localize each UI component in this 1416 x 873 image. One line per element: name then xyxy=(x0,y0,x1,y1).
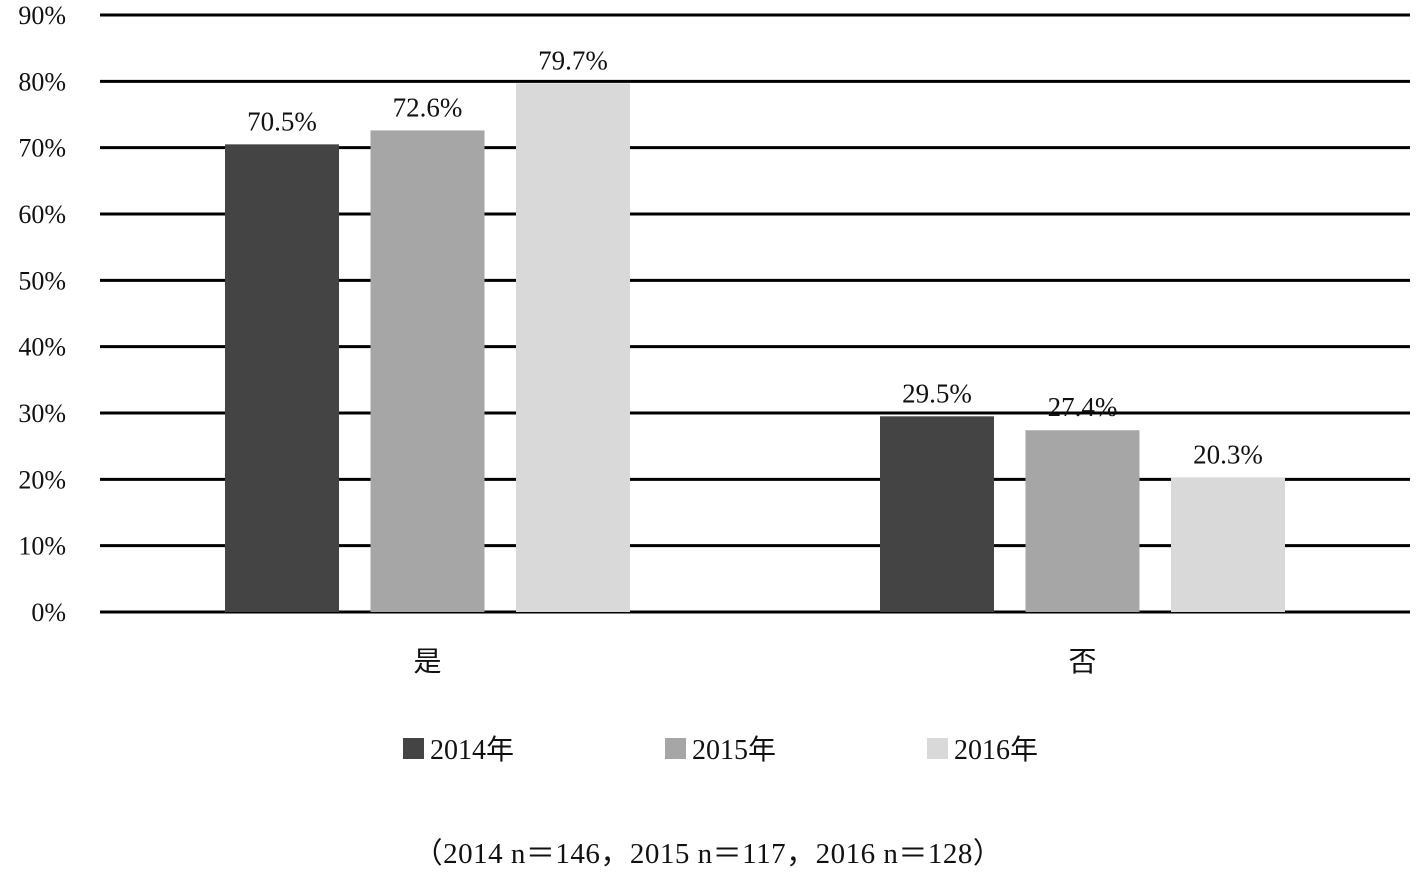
category-labels: 是否 xyxy=(413,645,1096,678)
data-label-0-0: 70.5% xyxy=(247,106,317,136)
bar-0-2 xyxy=(516,83,630,612)
bar-chart: 0% 10% 20% 30% 40% 50% 60% 70% 80% 90% 70.5% 72.6%… xyxy=(18,1,1410,678)
y-tick-label-2: 20% xyxy=(18,465,66,494)
sample-size-note: （2014 n＝146，2015 n＝117，2016 n＝128） xyxy=(413,838,1003,870)
data-label-1-2: 20.3% xyxy=(1193,439,1263,469)
legend-swatch-2015 xyxy=(665,737,686,759)
data-label-1-1: 27.4% xyxy=(1048,392,1118,422)
bar-0-1 xyxy=(370,130,485,613)
y-tick-label-6: 60% xyxy=(18,200,66,229)
y-tick-label-5: 50% xyxy=(18,266,66,295)
bar-1-2 xyxy=(1171,477,1285,612)
bar-1-0 xyxy=(880,416,994,612)
y-tick-label-9: 90% xyxy=(18,1,66,30)
y-axis-tick-labels: 0% 10% 20% 30% 40% 50% 60% 70% 80% 90% xyxy=(18,1,66,627)
y-tick-label-8: 80% xyxy=(18,67,66,96)
legend-item-2014: 2014年 xyxy=(403,728,514,768)
y-tick-label-7: 70% xyxy=(18,134,66,163)
legend-label-2016: 2016年 xyxy=(954,735,1039,766)
legend-item-2015: 2015年 xyxy=(665,728,776,768)
y-tick-label-3: 30% xyxy=(18,399,66,428)
data-label-0-2: 79.7% xyxy=(538,45,608,75)
legend-swatch-2014 xyxy=(403,737,424,759)
bars xyxy=(225,83,1285,613)
y-tick-label-0: 0% xyxy=(31,598,66,627)
data-label-1-0: 29.5% xyxy=(902,378,972,408)
bar-1-1 xyxy=(1025,430,1140,612)
legend-swatch-2016 xyxy=(927,737,948,759)
legend: 2014年 2015年 2016年 xyxy=(0,728,1416,768)
legend-item-2016: 2016年 xyxy=(927,728,1038,768)
category-label-0: 是 xyxy=(413,645,441,678)
category-label-1: 否 xyxy=(1068,645,1096,678)
y-tick-label-1: 10% xyxy=(18,532,66,561)
legend-label-2015: 2015年 xyxy=(692,735,777,766)
y-tick-label-4: 40% xyxy=(18,333,66,362)
data-label-0-1: 72.6% xyxy=(393,92,463,122)
bar-0-0 xyxy=(225,144,339,612)
data-labels: 70.5% 72.6% 79.7% 29.5% 27.4% 20.3% xyxy=(247,45,1263,469)
legend-label-2014: 2014年 xyxy=(430,735,515,766)
